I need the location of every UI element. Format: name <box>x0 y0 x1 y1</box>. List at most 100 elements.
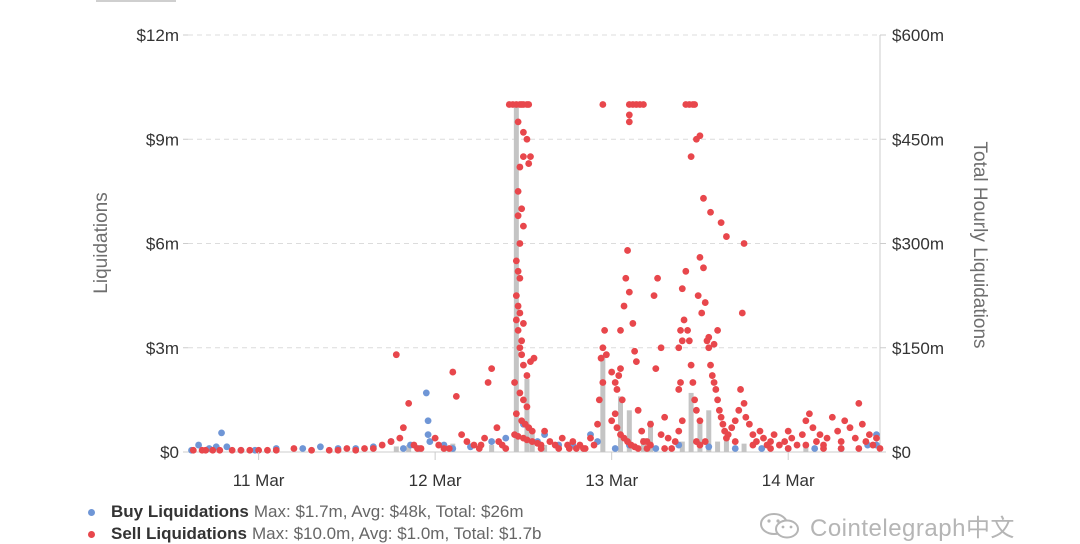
sell-point-146 <box>634 445 642 452</box>
sell-point-140 <box>613 424 621 432</box>
legend-marker-buy <box>88 508 95 516</box>
sell-point-51 <box>516 163 524 171</box>
sell-point-28 <box>463 438 471 445</box>
sell-point-228 <box>809 424 817 432</box>
sell-point-156 <box>675 344 683 352</box>
sell-point-24 <box>440 445 448 452</box>
sell-point-175 <box>705 344 713 352</box>
sell-point-242 <box>866 431 873 439</box>
sell-point-169 <box>694 292 702 300</box>
sell-point-186 <box>724 431 732 439</box>
sell-point-178 <box>710 379 718 386</box>
legend-item-buy[interactable]: Buy Liquidations Max: $1.7m, Avg: $48k, … <box>88 502 524 522</box>
sell-point-23 <box>435 441 443 449</box>
sell-point-123 <box>638 427 646 435</box>
sell-point-94 <box>569 438 577 445</box>
sell-point-218 <box>767 438 774 445</box>
hourly-total-bar-19 <box>741 443 747 452</box>
sell-point-206 <box>740 240 748 247</box>
sell-point-193 <box>745 420 753 428</box>
sell-point-111 <box>615 372 623 379</box>
sell-point-163 <box>685 337 693 345</box>
sell-point-90 <box>546 438 554 445</box>
legend-stats-buy: Max: $1.7m, Avg: $48k, Total: $26m <box>253 502 524 521</box>
sell-point-57 <box>512 257 520 265</box>
sell-point-75 <box>520 396 527 404</box>
y-left-tick-label-4: $12m <box>136 26 179 45</box>
sell-point-12 <box>361 445 368 452</box>
sell-point-223 <box>788 434 796 442</box>
hourly-total-bar-16 <box>706 410 712 452</box>
sell-liquidation-points <box>189 101 884 454</box>
sell-point-3 <box>228 446 236 454</box>
sell-point-98 <box>587 434 594 442</box>
hourly-total-bar-18 <box>723 438 729 452</box>
x-tick-label-1: 12 Mar <box>409 471 462 490</box>
sell-point-171 <box>696 254 704 261</box>
sell-point-8 <box>290 445 298 452</box>
sell-point-54 <box>514 212 522 220</box>
sell-point-208 <box>705 333 713 341</box>
sell-point-207 <box>738 309 746 317</box>
hourly-total-bar-17 <box>715 441 721 452</box>
sell-point-153 <box>678 417 686 425</box>
sell-point-86 <box>528 438 536 445</box>
buy-point-9 <box>299 445 307 452</box>
sell-point-191 <box>740 399 748 407</box>
sell-point-226 <box>802 417 810 425</box>
sell-point-213 <box>701 438 709 445</box>
sell-point-4 <box>237 446 245 454</box>
sell-point-103 <box>597 354 605 362</box>
y-left-tick-label-2: $6m <box>146 235 179 254</box>
sell-point-227 <box>805 410 813 418</box>
y-right-tick-label-0: $0 <box>892 443 911 462</box>
x-tick-label-2: 13 Mar <box>585 471 638 490</box>
sell-point-22 <box>431 434 439 442</box>
sell-point-254 <box>481 434 488 442</box>
sell-point-68 <box>518 351 526 359</box>
sell-point-180 <box>714 396 721 404</box>
sell-point-151 <box>671 438 679 445</box>
buy-point-19 <box>424 417 432 425</box>
buy-point-21 <box>426 438 434 445</box>
sell-point-255 <box>537 445 545 452</box>
sell-point-128 <box>654 274 661 282</box>
sell-point-16 <box>392 351 400 359</box>
sell-point-239 <box>855 399 863 407</box>
gridlines <box>188 34 880 349</box>
sell-point-139 <box>608 417 616 425</box>
y-left-tick-label-3: $9m <box>146 130 179 149</box>
sell-point-250 <box>352 446 360 454</box>
x-tick-label-0: 11 Mar <box>233 471 285 490</box>
sell-point-246 <box>198 446 206 454</box>
sell-point-262 <box>731 438 739 445</box>
sell-point-268 <box>837 445 845 452</box>
sell-point-76 <box>523 403 531 411</box>
sell-point-11 <box>343 445 351 452</box>
sell-point-74 <box>516 389 524 397</box>
sell-point-137 <box>625 118 633 126</box>
sell-point-260 <box>661 445 669 452</box>
sell-point-172 <box>700 264 707 272</box>
y-right-tick-label-3: $450m <box>892 130 944 149</box>
sell-point-164 <box>687 361 695 369</box>
sell-point-29 <box>470 441 478 449</box>
sell-point-118 <box>625 288 633 296</box>
sell-point-129 <box>657 344 665 352</box>
sell-point-204 <box>717 219 725 227</box>
hourly-total-bar-12 <box>648 420 654 452</box>
sell-point-64 <box>514 326 522 334</box>
sell-point-245 <box>876 445 884 452</box>
legend-item-sell[interactable]: Sell Liquidations Max: $10.0m, Avg: $1.0… <box>88 524 542 544</box>
sell-point-32 <box>488 365 496 372</box>
y-axis-left-title: Liquidations <box>91 192 112 293</box>
legend-marker-sell <box>88 530 95 538</box>
sell-point-198 <box>691 101 699 108</box>
sell-point-189 <box>735 406 743 414</box>
sell-point-201 <box>696 132 704 140</box>
sell-point-258 <box>580 445 587 452</box>
sell-point-67 <box>516 344 524 352</box>
sell-point-120 <box>631 347 639 355</box>
hourly-total-bar-15 <box>697 420 703 452</box>
